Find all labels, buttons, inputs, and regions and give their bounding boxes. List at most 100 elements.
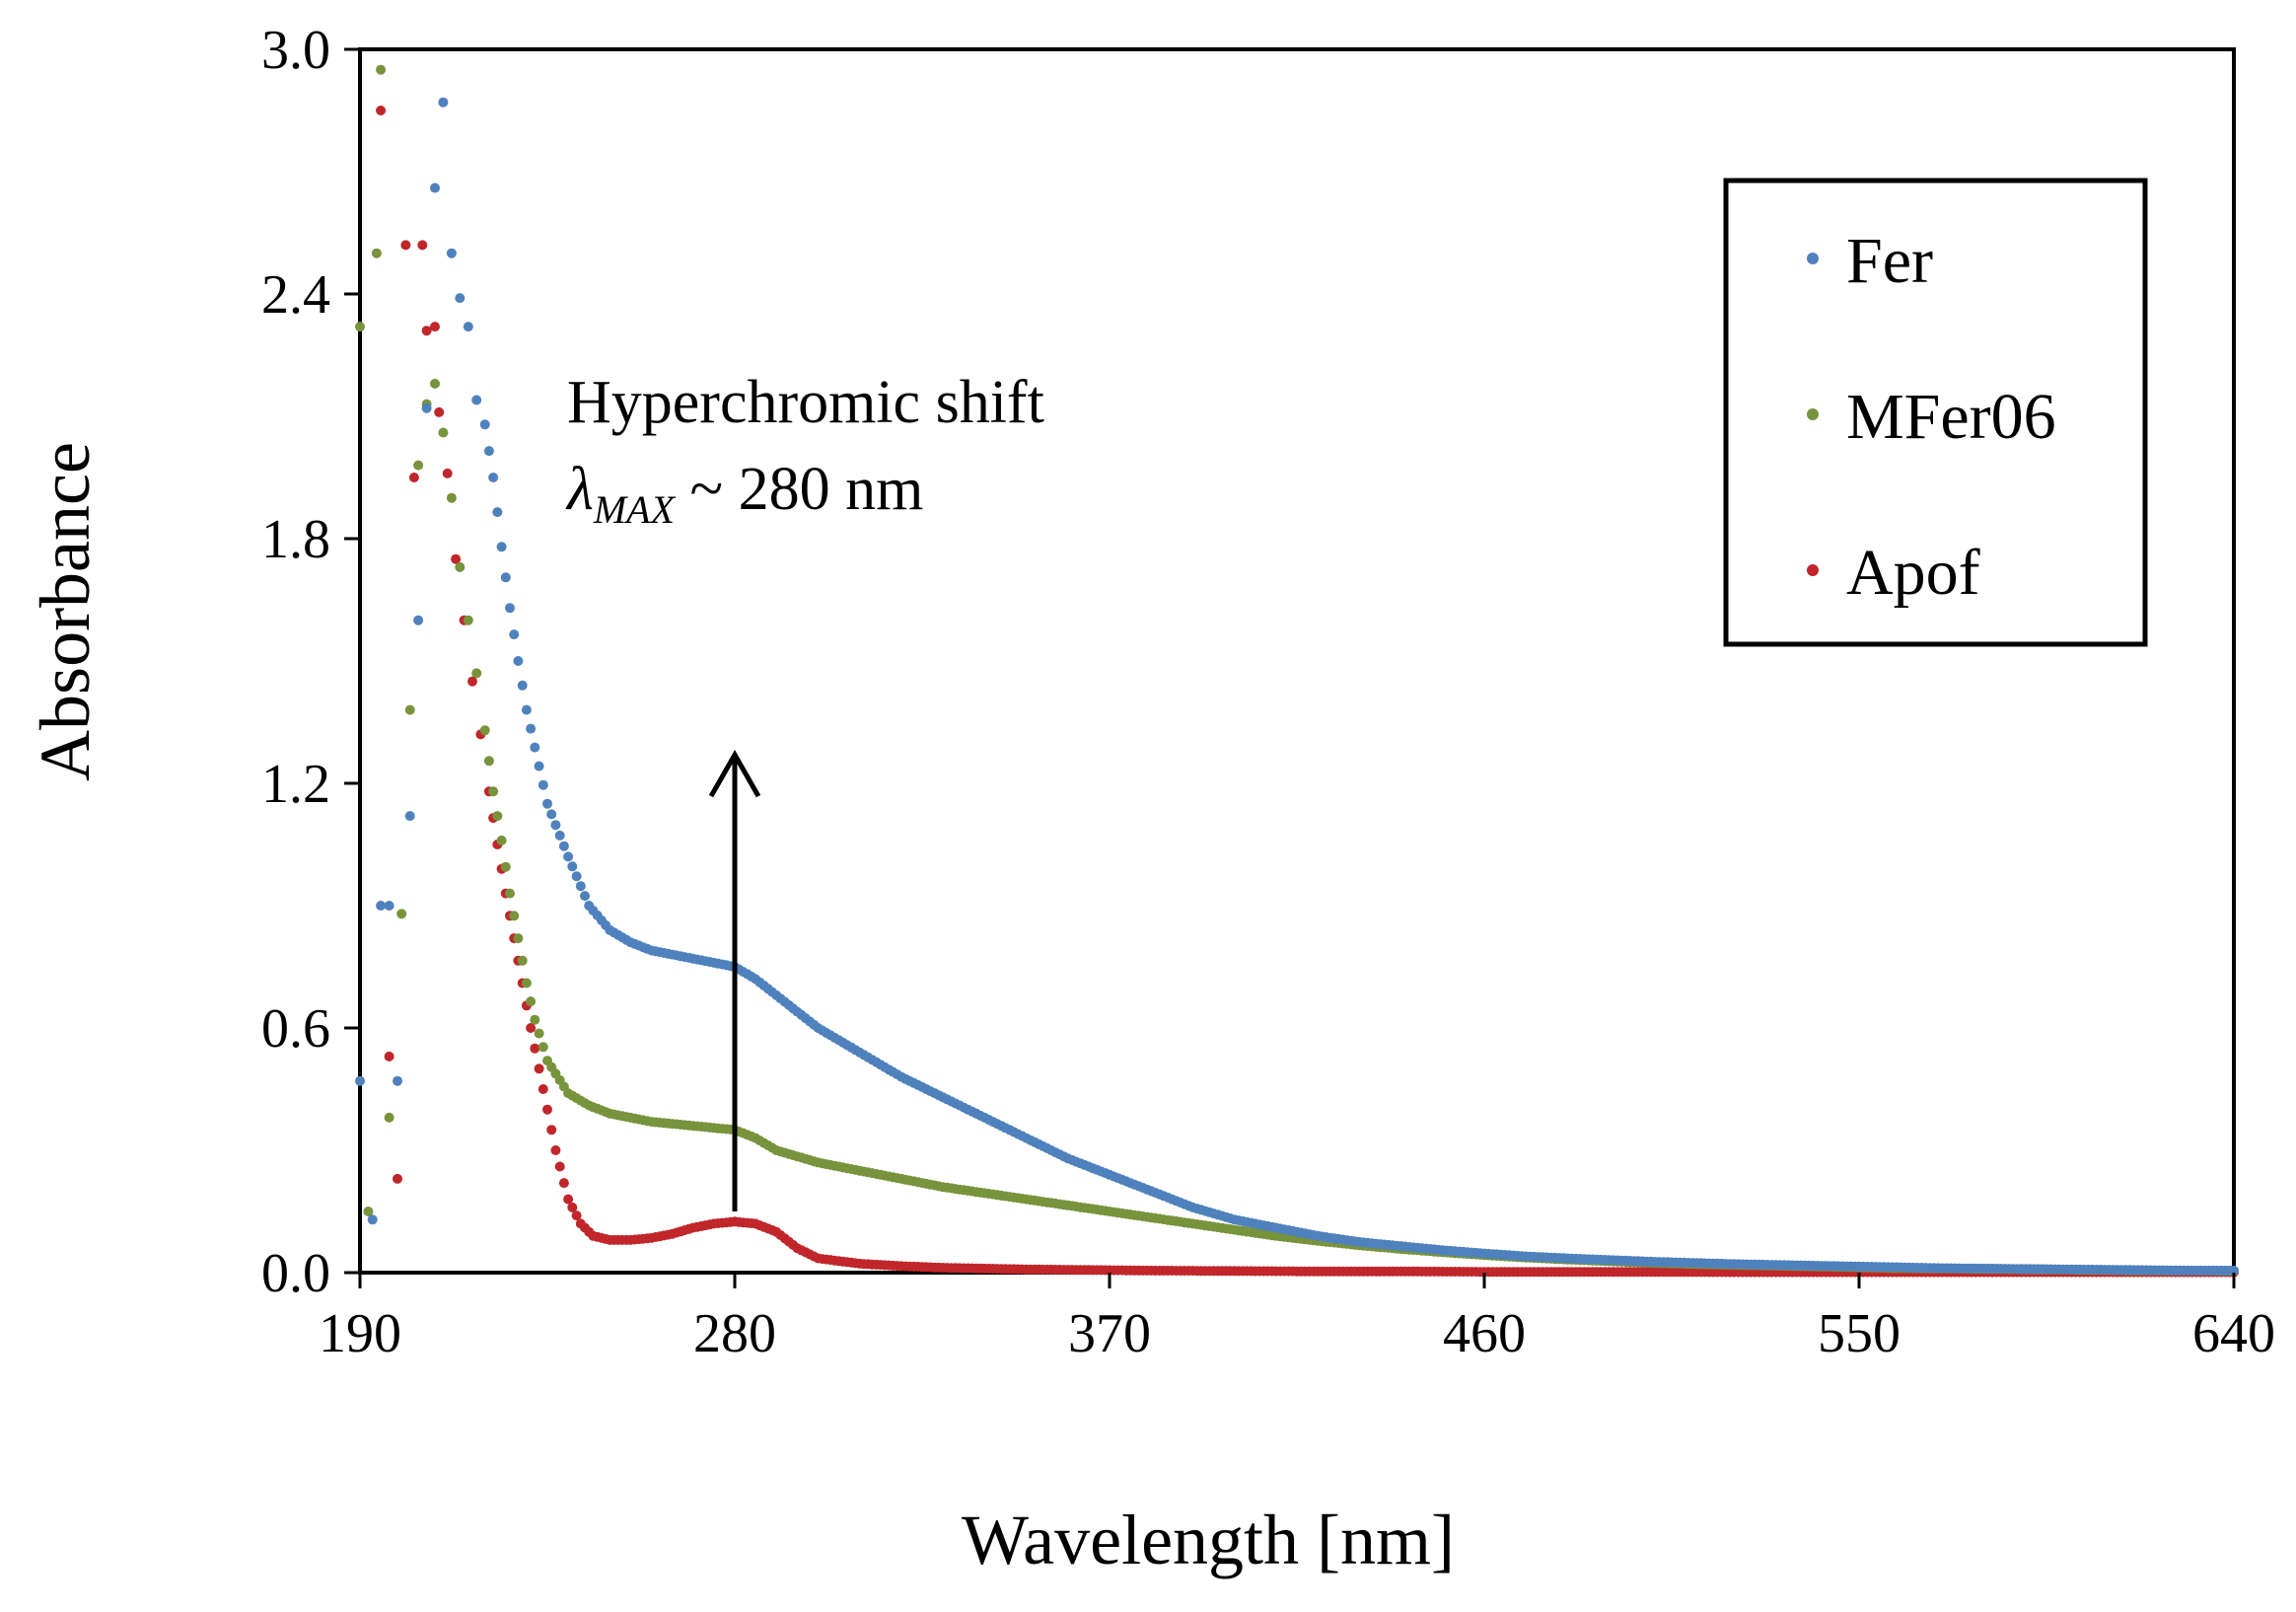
data-point [446, 248, 457, 258]
y-tick-label: 0.6 [261, 998, 330, 1060]
data-point [483, 756, 494, 767]
data-point [434, 406, 445, 417]
legend-label-mfer06: MFer06 [1846, 381, 2056, 453]
data-point [413, 615, 424, 625]
data-point [384, 1051, 395, 1062]
data-point [421, 403, 432, 413]
x-axis-title: Wavelength [nm] [962, 1501, 1455, 1579]
data-point [463, 322, 473, 332]
data-point [488, 786, 499, 797]
data-point [467, 676, 477, 687]
annotation-value: ~ 280 nm [675, 456, 923, 523]
data-point [538, 779, 548, 790]
data-point [417, 240, 428, 251]
series-apof [376, 106, 2239, 1278]
legend-label-fer: Fer [1846, 225, 1933, 297]
data-point [404, 704, 415, 715]
data-point [550, 820, 561, 831]
data-point [404, 811, 415, 822]
data-point [355, 322, 365, 332]
data-point [571, 871, 582, 882]
data-point [550, 1145, 561, 1155]
data-point [530, 1014, 540, 1025]
data-point [463, 615, 473, 625]
data-point [530, 1043, 540, 1054]
data-point [534, 761, 544, 771]
y-axis-title: Absorbance [26, 442, 105, 781]
data-point [355, 1075, 365, 1086]
x-tick-label: 280 [693, 1303, 776, 1364]
data-point [546, 809, 557, 820]
y-tick-label: 2.4 [261, 264, 330, 326]
data-point [438, 427, 449, 438]
data-point [554, 830, 565, 841]
annotation-line2: λMAX ~ 280 nm [565, 456, 923, 532]
data-point [384, 1112, 395, 1123]
data-point [430, 322, 440, 332]
data-point [363, 1207, 374, 1216]
data-point [530, 742, 540, 753]
data-point [526, 723, 537, 734]
data-point [376, 901, 387, 911]
data-point [376, 64, 387, 75]
data-point [438, 97, 449, 108]
legend-marker-apof [1807, 564, 1819, 576]
data-point [513, 933, 524, 944]
data-point [580, 891, 590, 902]
data-point [400, 240, 411, 251]
data-point [571, 1210, 582, 1221]
data-point [446, 492, 457, 503]
data-point [554, 1161, 565, 1172]
data-point [526, 1023, 537, 1033]
data-point [421, 326, 432, 336]
x-tick-label: 370 [1068, 1303, 1151, 1364]
data-point [496, 542, 507, 552]
data-point [521, 978, 532, 989]
data-point [396, 909, 407, 919]
data-point [567, 861, 578, 872]
data-point [534, 1063, 544, 1074]
data-point [455, 293, 466, 304]
data-point [492, 811, 503, 822]
data-point [538, 1042, 548, 1053]
x-tick-label: 460 [1443, 1303, 1526, 1364]
x-tick-label: 190 [319, 1303, 401, 1364]
data-point [393, 1173, 402, 1184]
data-point [563, 1194, 574, 1205]
data-point [500, 861, 511, 872]
data-point [384, 901, 395, 911]
data-point [451, 553, 462, 564]
data-point [492, 507, 503, 518]
y-tick-label: 3.0 [261, 20, 330, 81]
legend: Fer MFer06 Apof [1723, 178, 2148, 647]
legend-box [1723, 178, 2148, 647]
data-point [517, 680, 528, 691]
data-point [575, 881, 586, 892]
data-point [430, 183, 440, 193]
data-point [558, 1178, 569, 1189]
data-point [567, 1202, 578, 1212]
y-tick-label: 0.0 [261, 1243, 330, 1304]
data-point [534, 1028, 544, 1039]
data-point [526, 996, 537, 1007]
data-point [521, 704, 532, 715]
data-point [505, 603, 515, 614]
data-point [408, 473, 419, 482]
x-tick-label: 640 [2192, 1303, 2275, 1364]
data-point [471, 395, 482, 405]
data-point [2229, 1265, 2239, 1276]
data-point [371, 248, 382, 258]
annotation-subscript: MAX [593, 487, 677, 532]
data-point [376, 106, 387, 115]
data-point [430, 378, 440, 389]
data-point [505, 888, 515, 899]
legend-marker-mfer06 [1807, 408, 1819, 420]
data-point [413, 460, 424, 471]
data-point [509, 911, 520, 921]
data-point [471, 668, 482, 679]
y-tick-label: 1.2 [261, 754, 330, 815]
data-marks [355, 64, 2239, 1278]
data-point [509, 629, 520, 640]
legend-label-apof: Apof [1846, 537, 1980, 609]
